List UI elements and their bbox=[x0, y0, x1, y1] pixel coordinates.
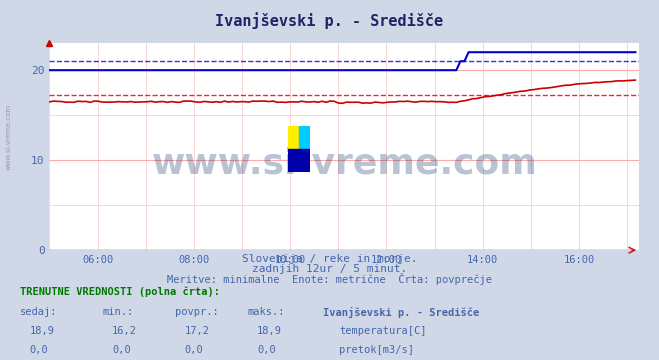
Text: Slovenija / reke in morje.: Slovenija / reke in morje. bbox=[242, 254, 417, 264]
Text: 0,0: 0,0 bbox=[30, 345, 48, 355]
Text: www.si-vreme.com: www.si-vreme.com bbox=[152, 146, 537, 180]
Text: www.si-vreme.com: www.si-vreme.com bbox=[5, 104, 11, 170]
Text: 18,9: 18,9 bbox=[30, 326, 55, 336]
Bar bbox=[287, 126, 299, 149]
Text: Ivanjševski p. - Središče: Ivanjševski p. - Središče bbox=[215, 13, 444, 30]
Bar bbox=[287, 149, 310, 172]
Text: sedaj:: sedaj: bbox=[20, 307, 57, 317]
Text: povpr.:: povpr.: bbox=[175, 307, 218, 317]
Text: 0,0: 0,0 bbox=[112, 345, 130, 355]
Text: Meritve: minimalne  Enote: metrične  Črta: povprečje: Meritve: minimalne Enote: metrične Črta:… bbox=[167, 273, 492, 285]
Text: 16,2: 16,2 bbox=[112, 326, 137, 336]
Text: 0,0: 0,0 bbox=[185, 345, 203, 355]
Text: pretok[m3/s]: pretok[m3/s] bbox=[339, 345, 415, 355]
Text: Ivanjševski p. - Središče: Ivanjševski p. - Središče bbox=[323, 307, 479, 318]
Text: TRENUTNE VREDNOSTI (polna črta):: TRENUTNE VREDNOSTI (polna črta): bbox=[20, 286, 219, 297]
Text: 17,2: 17,2 bbox=[185, 326, 210, 336]
Text: zadnjih 12ur / 5 minut.: zadnjih 12ur / 5 minut. bbox=[252, 264, 407, 274]
Text: 0,0: 0,0 bbox=[257, 345, 275, 355]
Text: min.:: min.: bbox=[102, 307, 133, 317]
Text: maks.:: maks.: bbox=[247, 307, 285, 317]
Bar bbox=[299, 126, 310, 149]
Text: 18,9: 18,9 bbox=[257, 326, 282, 336]
Text: temperatura[C]: temperatura[C] bbox=[339, 326, 427, 336]
